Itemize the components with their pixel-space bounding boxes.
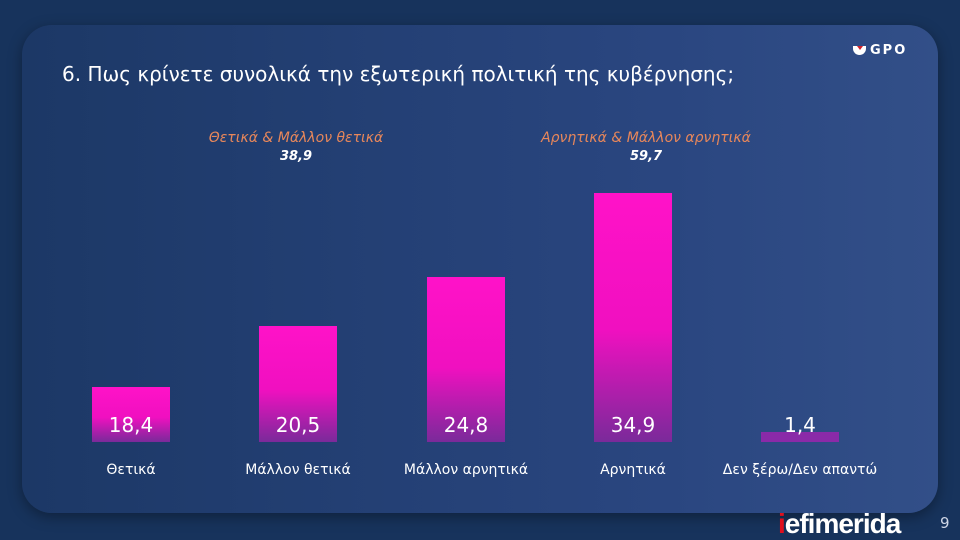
gpo-logo: GPO bbox=[853, 43, 907, 58]
chart-title: 6. Πως κρίνετε συνολικά την εξωτερική πο… bbox=[62, 62, 735, 86]
category-label: Θετικά bbox=[106, 462, 156, 478]
heart-icon bbox=[853, 46, 866, 55]
data-label: 20,5 bbox=[275, 413, 321, 437]
bar bbox=[761, 432, 839, 442]
category-label: Μάλλον αρνητικά bbox=[403, 462, 529, 478]
category-label: Αρνητικά bbox=[600, 462, 666, 478]
category-label: Δεν ξέρω/Δεν απαντώ bbox=[722, 462, 878, 478]
iefimerida-logo: iefimerida bbox=[778, 508, 901, 539]
bar bbox=[427, 277, 505, 442]
bar bbox=[92, 387, 170, 442]
group-positive: Θετικά & Μάλλον θετικά 38,9 bbox=[208, 130, 384, 164]
bar bbox=[259, 326, 337, 442]
data-label: 1,4 bbox=[784, 413, 816, 437]
page-number: 9 bbox=[940, 514, 950, 532]
bar bbox=[594, 193, 672, 442]
data-label: 24,8 bbox=[443, 413, 489, 437]
data-label: 18,4 bbox=[108, 413, 154, 437]
group-negative: Αρνητικά & Μάλλον αρνητικά 59,7 bbox=[541, 130, 751, 164]
data-label: 34,9 bbox=[610, 413, 656, 437]
category-label: Μάλλον θετικά bbox=[245, 462, 351, 478]
